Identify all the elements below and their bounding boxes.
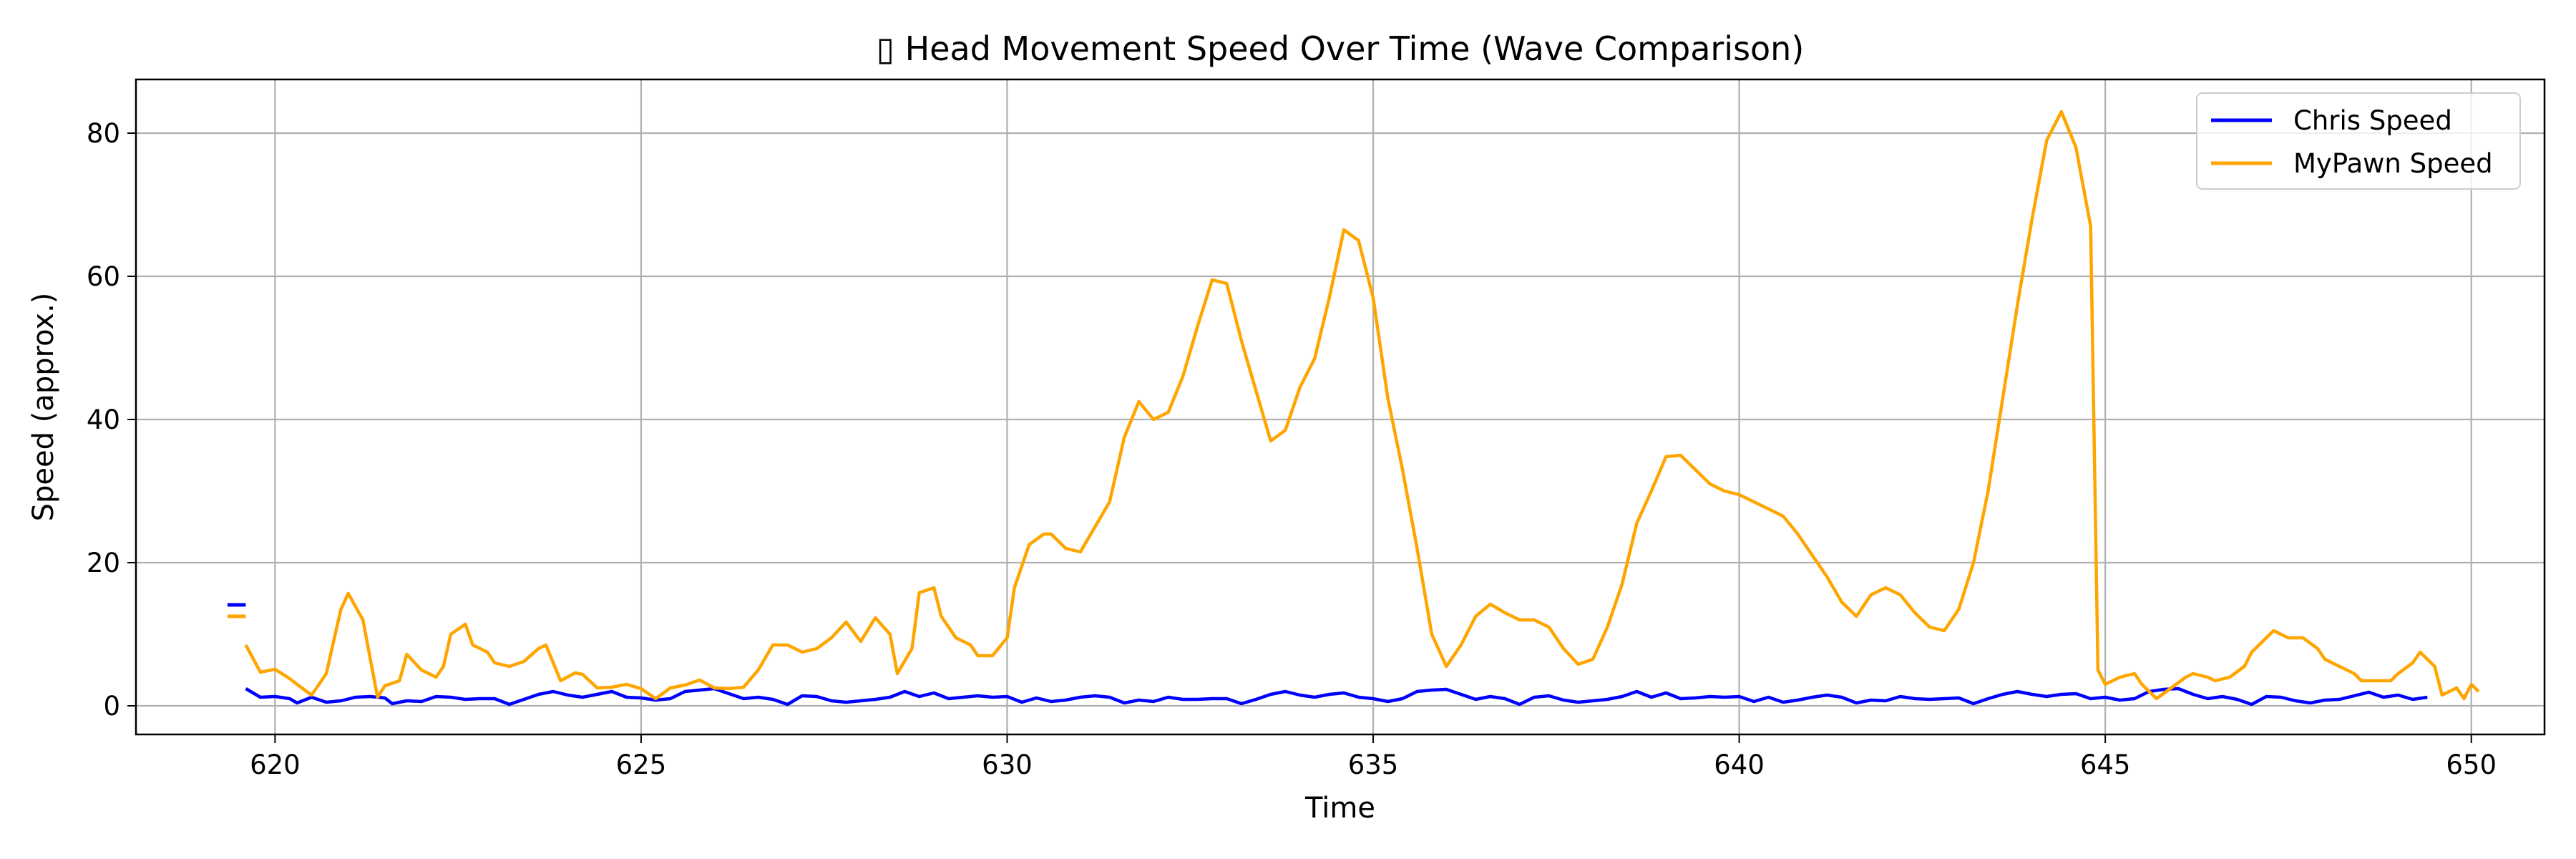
x-tick-label: 645 bbox=[2080, 749, 2131, 780]
series-line-mypawn bbox=[244, 110, 2480, 701]
x-tick-label: 635 bbox=[1348, 749, 1399, 780]
y-tick-label: 20 bbox=[87, 548, 120, 578]
y-tick-label: 80 bbox=[87, 118, 120, 149]
plot-frame bbox=[135, 78, 2546, 736]
y-tick-label: 60 bbox=[87, 261, 120, 292]
legend-label-chris: Chris Speed bbox=[2293, 105, 2452, 136]
legend-label-mypawn: MyPawn Speed bbox=[2293, 148, 2493, 179]
x-tick-label: 630 bbox=[982, 749, 1033, 780]
grid-lines bbox=[136, 79, 2545, 734]
legend: Chris Speed MyPawn Speed bbox=[2196, 92, 2521, 190]
y-axis-label: Speed (approx.) bbox=[27, 293, 60, 522]
x-tick-label: 620 bbox=[250, 749, 301, 780]
x-axis-label: Time bbox=[1304, 792, 1375, 825]
series-line-chris bbox=[245, 686, 2428, 707]
axis-ticks: 620 625 630 635 640 645 650 0 20 40 60 80 bbox=[87, 118, 2497, 780]
y-tick-label: 0 bbox=[103, 691, 120, 722]
legend-box bbox=[2196, 92, 2521, 190]
y-tick-label: 40 bbox=[87, 404, 120, 435]
chart-title: ▯ Head Movement Speed Over Time (Wave Co… bbox=[877, 29, 1805, 68]
x-tick-label: 625 bbox=[616, 749, 667, 780]
x-tick-label: 650 bbox=[2446, 749, 2497, 780]
x-tick-label: 640 bbox=[1714, 749, 1765, 780]
series-lines bbox=[227, 110, 2480, 707]
